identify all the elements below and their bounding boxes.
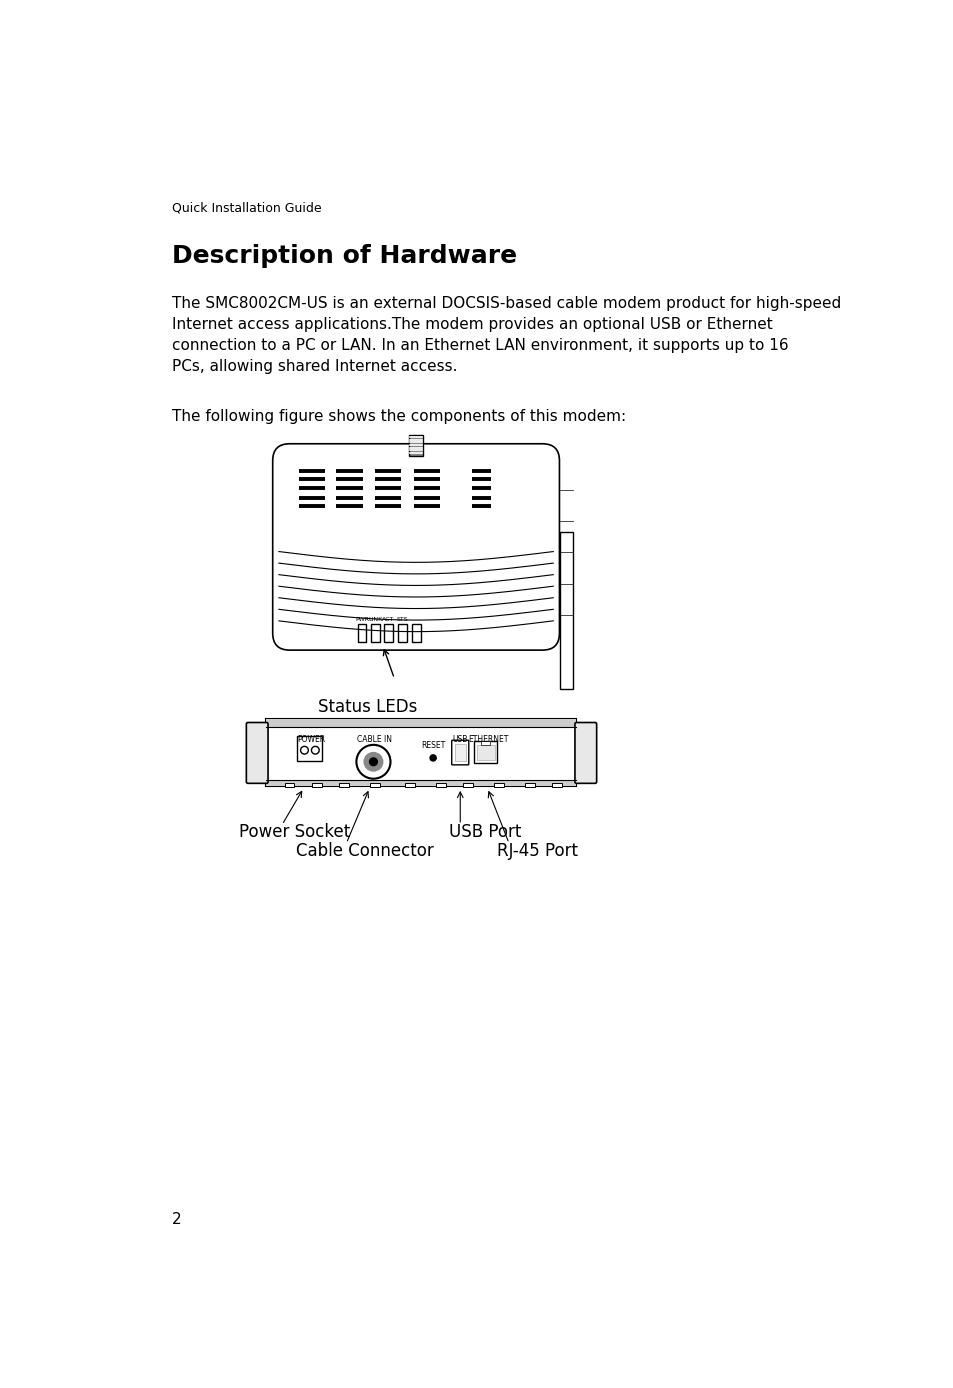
Text: ACT: ACT: [382, 618, 395, 622]
Circle shape: [430, 755, 436, 761]
Circle shape: [311, 747, 319, 754]
Text: Power Socket: Power Socket: [239, 823, 351, 841]
Bar: [552, 783, 561, 787]
Bar: [297, 737, 322, 761]
Text: CABLE IN: CABLE IN: [357, 734, 392, 744]
Bar: [494, 783, 503, 787]
Text: 2: 2: [172, 1212, 181, 1227]
Text: The SMC8002CM-US is an external DOCSIS-based cable modem product for high-speed
: The SMC8002CM-US is an external DOCSIS-b…: [172, 296, 841, 373]
Bar: [409, 434, 422, 457]
Bar: [339, 783, 348, 787]
Circle shape: [356, 745, 390, 779]
Text: LINK: LINK: [368, 618, 382, 622]
Text: Quick Installation Guide: Quick Installation Guide: [172, 201, 321, 214]
Bar: [285, 783, 294, 787]
Bar: [455, 744, 465, 761]
Bar: [474, 741, 497, 762]
Bar: [384, 625, 393, 643]
FancyBboxPatch shape: [273, 444, 558, 650]
Circle shape: [364, 752, 382, 770]
FancyBboxPatch shape: [575, 723, 596, 783]
Bar: [370, 783, 379, 787]
Bar: [476, 745, 495, 761]
Circle shape: [369, 758, 377, 766]
Bar: [371, 625, 379, 643]
Bar: [463, 783, 472, 787]
Bar: [266, 719, 576, 787]
Text: Cable Connector: Cable Connector: [295, 843, 434, 859]
Text: RJ-45 Port: RJ-45 Port: [497, 843, 578, 859]
Bar: [480, 741, 490, 745]
Text: PWR: PWR: [355, 618, 369, 622]
Text: USB: USB: [452, 734, 468, 744]
Bar: [559, 533, 572, 688]
Bar: [405, 783, 415, 787]
Bar: [266, 780, 576, 787]
FancyBboxPatch shape: [452, 740, 468, 765]
FancyBboxPatch shape: [246, 723, 268, 783]
Text: ETHERNET: ETHERNET: [468, 734, 509, 744]
Text: USB Port: USB Port: [448, 823, 520, 841]
Text: STS: STS: [396, 618, 408, 622]
Text: Status LEDs: Status LEDs: [317, 698, 416, 716]
Circle shape: [300, 747, 308, 754]
Text: The following figure shows the components of this modem:: The following figure shows the component…: [172, 409, 625, 425]
Text: POWER: POWER: [297, 734, 325, 744]
Bar: [397, 625, 406, 643]
Text: RESET: RESET: [420, 741, 445, 750]
Bar: [436, 783, 445, 787]
Bar: [357, 625, 366, 643]
Bar: [525, 783, 534, 787]
Bar: [266, 719, 576, 727]
Bar: [412, 625, 420, 643]
Text: Description of Hardware: Description of Hardware: [172, 243, 517, 268]
Bar: [312, 783, 321, 787]
